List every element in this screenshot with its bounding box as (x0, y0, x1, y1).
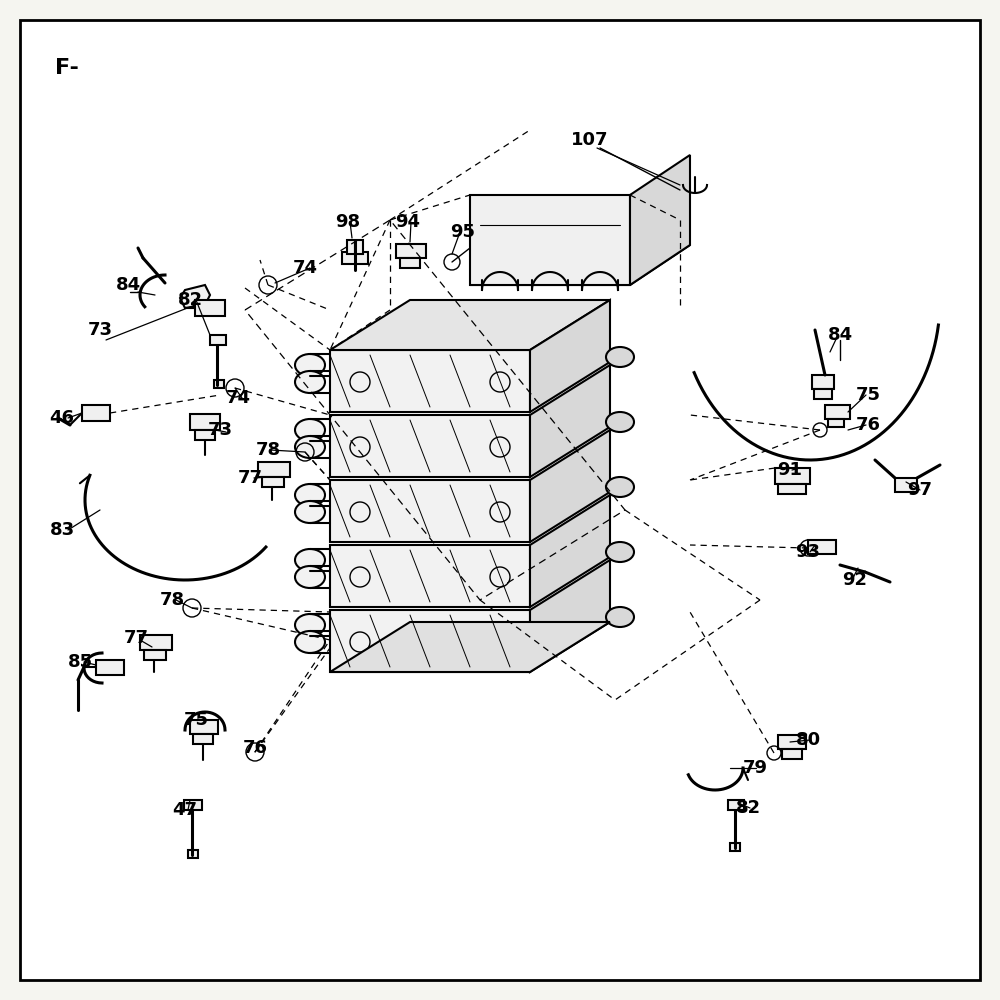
Polygon shape (530, 495, 610, 607)
Text: 91: 91 (778, 461, 802, 479)
Bar (82, 405, 110, 421)
Ellipse shape (295, 566, 325, 588)
Bar (778, 484, 806, 494)
Bar (214, 380, 224, 388)
Bar (342, 252, 368, 264)
Polygon shape (330, 300, 610, 350)
Polygon shape (530, 560, 610, 672)
Text: 79: 79 (742, 759, 768, 777)
Text: 95: 95 (450, 223, 476, 241)
Bar (193, 734, 213, 744)
Text: 74: 74 (226, 389, 250, 407)
Text: 46: 46 (50, 409, 74, 427)
Bar (470, 195, 630, 285)
Text: 75: 75 (856, 386, 881, 404)
Bar (190, 414, 220, 430)
Bar (184, 800, 202, 810)
Bar (195, 430, 215, 440)
Bar (775, 468, 810, 484)
Bar (814, 389, 832, 399)
Ellipse shape (295, 549, 325, 571)
Bar (188, 850, 198, 858)
Polygon shape (330, 350, 530, 412)
Bar (347, 240, 363, 254)
Text: 98: 98 (335, 213, 361, 231)
Bar (258, 462, 290, 477)
Bar (778, 735, 806, 749)
Text: 83: 83 (49, 521, 75, 539)
Text: 84: 84 (827, 326, 853, 344)
Bar (140, 635, 172, 650)
Text: 80: 80 (795, 731, 821, 749)
Text: 75: 75 (184, 711, 208, 729)
Bar (210, 335, 226, 345)
Text: 77: 77 (124, 629, 148, 647)
Bar (782, 749, 802, 759)
Polygon shape (630, 155, 690, 285)
Polygon shape (530, 430, 610, 542)
Bar (730, 843, 740, 851)
Text: F-: F- (55, 58, 79, 78)
Bar (895, 478, 917, 492)
Bar (195, 300, 225, 316)
Text: 94: 94 (396, 213, 420, 231)
Text: 76: 76 (242, 739, 268, 757)
Text: 82: 82 (735, 799, 761, 817)
Polygon shape (530, 365, 610, 477)
Polygon shape (330, 415, 530, 477)
Ellipse shape (295, 419, 325, 441)
Ellipse shape (295, 484, 325, 506)
Text: 73: 73 (88, 321, 112, 339)
Text: 47: 47 (173, 801, 198, 819)
Ellipse shape (295, 501, 325, 523)
Bar (96, 660, 124, 675)
Text: 107: 107 (571, 131, 609, 149)
Bar (808, 540, 836, 554)
Ellipse shape (295, 614, 325, 636)
Bar (812, 375, 834, 389)
Ellipse shape (606, 477, 634, 497)
Polygon shape (180, 285, 210, 308)
Polygon shape (330, 545, 530, 607)
Bar (728, 800, 744, 810)
Ellipse shape (295, 631, 325, 653)
Text: 82: 82 (177, 291, 203, 309)
Ellipse shape (295, 371, 325, 393)
Bar (400, 258, 420, 268)
Bar (190, 720, 218, 734)
Ellipse shape (295, 436, 325, 458)
Text: 77: 77 (238, 469, 262, 487)
Bar (396, 244, 426, 258)
Text: 76: 76 (856, 416, 881, 434)
Polygon shape (470, 245, 690, 285)
Polygon shape (330, 480, 530, 542)
Ellipse shape (606, 542, 634, 562)
Bar (828, 419, 844, 427)
Text: 97: 97 (908, 481, 932, 499)
Ellipse shape (606, 607, 634, 627)
Ellipse shape (606, 412, 634, 432)
Ellipse shape (295, 354, 325, 376)
Text: 78: 78 (255, 441, 281, 459)
Text: 73: 73 (208, 421, 232, 439)
Text: 74: 74 (292, 259, 318, 277)
Bar (262, 477, 284, 487)
Bar (144, 650, 166, 660)
Polygon shape (530, 300, 610, 412)
Polygon shape (330, 622, 610, 672)
Bar (825, 405, 850, 419)
Text: 85: 85 (67, 653, 93, 671)
Ellipse shape (606, 347, 634, 367)
Text: 84: 84 (115, 276, 141, 294)
Text: 93: 93 (796, 543, 820, 561)
Text: 92: 92 (842, 571, 868, 589)
Polygon shape (330, 610, 530, 672)
Text: 78: 78 (159, 591, 185, 609)
